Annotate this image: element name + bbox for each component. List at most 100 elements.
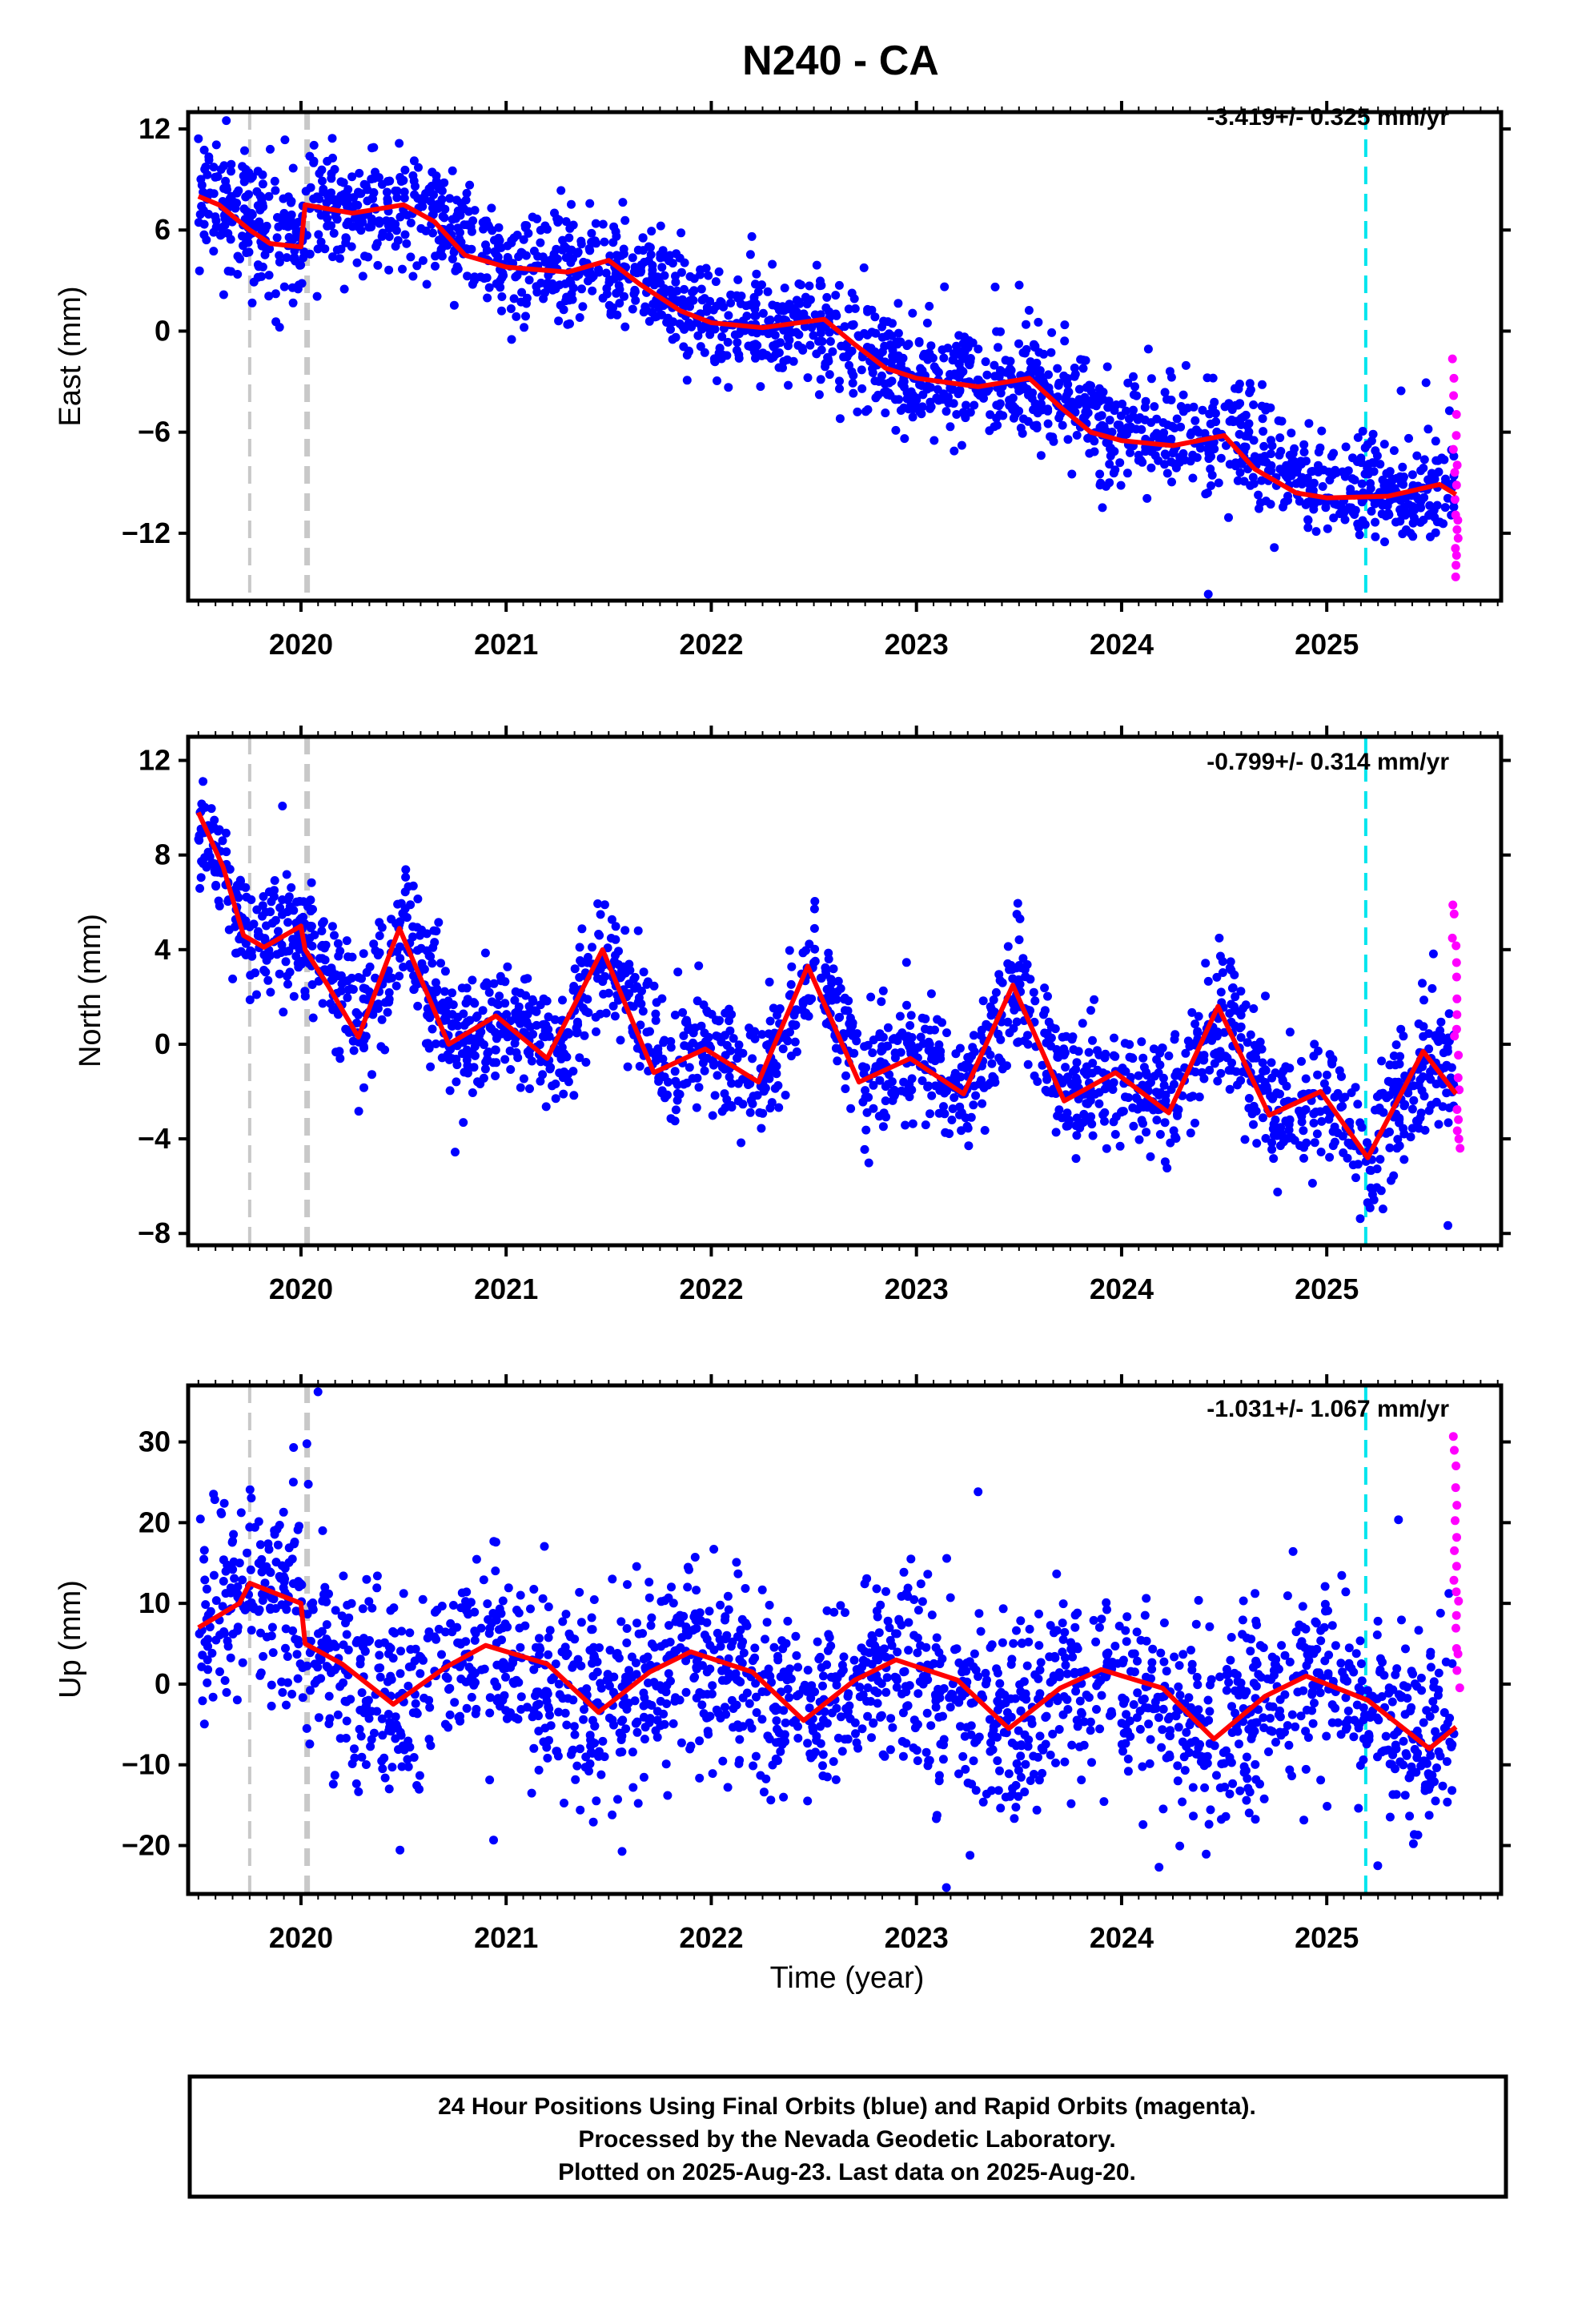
north-final-point	[452, 1060, 462, 1070]
north-final-point	[1240, 1135, 1250, 1144]
east-final-point	[309, 140, 319, 150]
north-final-point	[283, 907, 292, 917]
north-final-point	[966, 1112, 976, 1122]
north-final-point	[1072, 1058, 1082, 1068]
north-final-point	[307, 980, 317, 989]
north-final-point	[464, 1035, 474, 1045]
east-rapid-point	[1447, 354, 1457, 364]
north-final-point	[431, 1039, 440, 1048]
north-final-point	[1120, 1039, 1130, 1048]
north-final-point	[769, 1003, 778, 1013]
north-final-point	[492, 999, 501, 1008]
north-final-point	[326, 999, 335, 1008]
east-final-point	[668, 292, 677, 301]
up-final-point	[683, 1582, 693, 1592]
east-rapid-point	[1450, 495, 1460, 505]
north-final-point	[1100, 1053, 1110, 1063]
east-final-point	[1047, 328, 1057, 337]
east-final-point	[319, 184, 328, 194]
north-final-point	[598, 977, 608, 987]
east-final-point	[536, 278, 546, 287]
up-final-point	[622, 1638, 632, 1647]
east-final-point	[436, 248, 445, 258]
up-final-point	[906, 1554, 916, 1564]
east-final-point	[1354, 523, 1363, 533]
north-final-point	[697, 1021, 706, 1031]
north-final-point	[809, 923, 819, 933]
east-final-point	[848, 378, 857, 388]
north-final-point	[558, 995, 567, 1005]
east-final-point	[588, 286, 597, 296]
east-final-point	[312, 292, 322, 301]
north-x-tick-label: 2024	[1090, 1273, 1154, 1305]
north-final-point	[283, 979, 292, 989]
north-final-point	[357, 974, 366, 983]
east-final-point	[336, 244, 346, 254]
north-final-point	[907, 1085, 917, 1095]
north-final-point	[267, 897, 276, 907]
east-final-point	[314, 230, 323, 239]
east-final-point	[724, 311, 733, 320]
east-final-point	[584, 243, 594, 253]
east-final-point	[1338, 467, 1347, 476]
north-final-point	[1160, 1118, 1170, 1128]
east-final-point	[264, 271, 274, 280]
up-final-point	[1200, 1783, 1210, 1792]
north-final-point	[1118, 1063, 1127, 1073]
east-final-point	[1032, 424, 1042, 432]
east-final-point	[783, 341, 793, 351]
east-final-point	[363, 196, 372, 206]
north-final-point	[994, 1030, 1003, 1039]
east-final-point	[749, 340, 758, 350]
east-final-point	[1210, 397, 1219, 407]
east-final-point	[350, 214, 359, 223]
east-final-point	[205, 188, 215, 198]
east-final-point	[660, 271, 669, 280]
east-final-point	[1160, 449, 1170, 459]
north-final-point	[1137, 1116, 1146, 1125]
north-final-point	[263, 975, 273, 985]
east-final-point	[199, 219, 209, 229]
north-final-point	[939, 1102, 948, 1112]
east-final-point	[1389, 446, 1399, 456]
east-final-point	[424, 184, 434, 194]
up-final-point	[1322, 1731, 1331, 1741]
east-final-point	[711, 277, 721, 287]
north-final-point	[926, 989, 936, 999]
east-final-point	[1081, 411, 1090, 420]
north-final-point	[577, 924, 587, 934]
east-final-point	[1140, 403, 1150, 412]
east-final-point	[1350, 475, 1359, 485]
east-final-point	[942, 407, 951, 416]
east-final-point	[1005, 400, 1014, 410]
north-final-point	[593, 899, 603, 908]
east-final-point	[1024, 306, 1034, 315]
north-final-point	[721, 1103, 730, 1112]
east-final-point	[411, 182, 420, 191]
north-final-point	[1259, 1113, 1267, 1123]
east-final-point	[377, 179, 387, 189]
north-final-point	[968, 1043, 978, 1052]
east-final-point	[1178, 448, 1188, 458]
east-final-point	[1216, 453, 1226, 463]
east-final-point	[1317, 426, 1327, 436]
east-y-tick-label: −6	[138, 416, 171, 448]
up-final-point	[1010, 1814, 1019, 1823]
east-final-point	[620, 292, 628, 301]
east-final-point	[497, 292, 507, 301]
east-final-point	[805, 340, 815, 350]
north-final-point	[1328, 1141, 1338, 1151]
north-final-point	[1071, 1154, 1081, 1164]
north-final-point	[986, 1050, 995, 1059]
east-final-point	[1429, 505, 1439, 515]
east-final-point	[568, 295, 577, 304]
north-x-tick-label: 2021	[474, 1273, 538, 1305]
east-final-point	[258, 199, 267, 208]
east-final-point	[879, 316, 889, 326]
east-final-point	[408, 171, 418, 180]
north-final-point	[792, 1005, 801, 1015]
east-final-point	[223, 267, 233, 275]
north-final-point	[331, 1047, 341, 1057]
north-final-point	[536, 1076, 545, 1086]
east-final-point	[948, 356, 958, 365]
